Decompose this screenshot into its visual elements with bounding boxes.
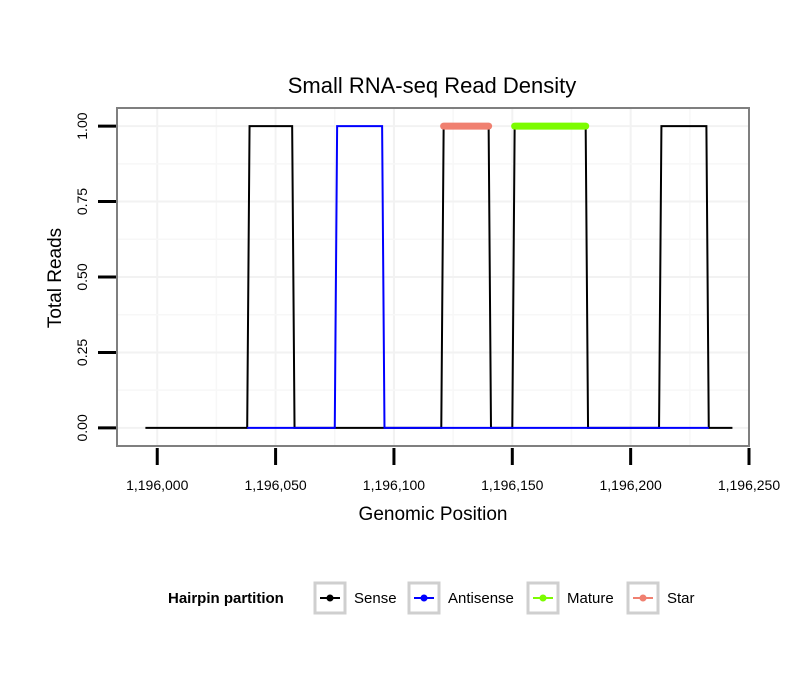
y-tick-label: 0.00	[74, 414, 90, 441]
x-tick-label: 1,196,100	[363, 477, 425, 493]
series-line-antisense	[247, 125, 709, 429]
legend-key-marker-mature	[539, 594, 547, 602]
legend-key-marker-antisense	[420, 594, 428, 602]
x-axis: 1,196,000 1,196,050 1,196,100 1,196,150 1,19…	[126, 448, 780, 493]
series-layer	[145, 122, 733, 429]
x-tick-label: 1,196,250	[718, 477, 780, 493]
y-axis-label: Total Reads	[45, 228, 66, 328]
y-tick-label: 0.25	[74, 339, 90, 366]
y-tick-label: 1.00	[74, 112, 90, 139]
x-axis-label: Genomic Position	[359, 504, 508, 525]
y-tick-label: 0.75	[74, 188, 90, 215]
legend: Hairpin partition Sense Antisense Mature St…	[168, 581, 695, 615]
legend-label-sense: Sense	[354, 590, 397, 607]
x-tick-label: 1,196,000	[126, 477, 188, 493]
legend-key-marker-star	[639, 594, 647, 602]
chart-title: Small RNA-seq Read Density	[288, 73, 577, 98]
plot-panel-border	[116, 107, 750, 447]
legend-title: Hairpin partition	[168, 590, 284, 607]
legend-key-marker-sense	[326, 594, 334, 602]
legend-label-mature: Mature	[567, 590, 614, 607]
legend-label-antisense: Antisense	[448, 590, 514, 607]
y-axis: 0.00 0.25 0.50 0.75 1.00	[74, 112, 116, 442]
x-tick-label: 1,196,050	[244, 477, 306, 493]
legend-label-star: Star	[667, 590, 695, 607]
y-tick-label: 0.50	[74, 263, 90, 290]
x-tick-label: 1,196,150	[481, 477, 543, 493]
x-tick-label: 1,196,200	[599, 477, 661, 493]
